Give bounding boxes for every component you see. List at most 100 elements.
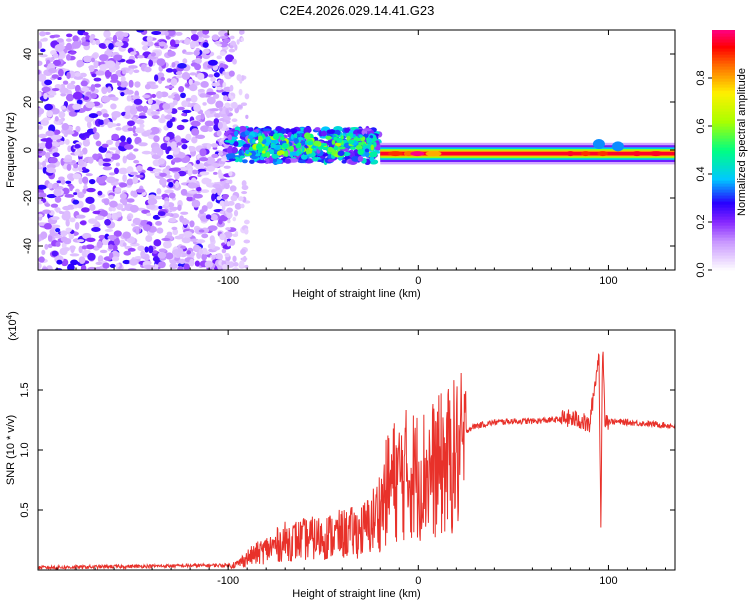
heatmap-cell — [188, 84, 198, 92]
heatmap-cell — [66, 163, 72, 171]
heatmap-cell — [180, 211, 189, 215]
heatmap-cell — [102, 113, 110, 118]
heatmap-cell — [631, 151, 643, 157]
heatmap-cell — [126, 178, 134, 186]
heatmap-cell — [202, 34, 210, 39]
heatmap-cell — [88, 65, 95, 72]
heatmap-cell — [198, 229, 205, 233]
colorbar-segment — [712, 252, 735, 256]
heatmap-cell — [126, 153, 136, 161]
heatmap-cell — [233, 141, 239, 147]
heatmap-cell — [129, 258, 138, 266]
heatmap-cell — [222, 81, 227, 88]
heatmap-cell — [129, 51, 137, 56]
heatmap-cell — [123, 144, 134, 150]
heatmap-cell — [256, 159, 267, 164]
heatmap-cell — [125, 111, 131, 116]
heatmap-cell — [231, 118, 238, 122]
heatmap-cell — [109, 200, 118, 208]
heatmap-cell — [234, 156, 240, 163]
heatmap-cell — [403, 151, 414, 157]
heatmap-cell — [223, 95, 228, 102]
heatmap-cell — [202, 102, 207, 106]
heatmap-cell — [109, 263, 116, 268]
heatmap-cell — [92, 153, 99, 160]
heatmap-cell — [142, 94, 151, 99]
heatmap-cell — [270, 143, 277, 149]
heatmap-cell — [240, 203, 245, 209]
heatmap-cell — [95, 261, 103, 266]
heatmap-cell — [294, 137, 299, 145]
heatmap-cell — [51, 88, 60, 92]
heatmap-cell — [349, 146, 356, 150]
heatmap-cell — [322, 153, 328, 157]
colorbar-segment — [712, 210, 735, 214]
heatmap-cell — [210, 76, 216, 83]
heatmap-cell — [160, 76, 165, 81]
heatmap-cell — [104, 69, 112, 78]
heatmap-cell — [206, 96, 216, 105]
colorbar-segment — [712, 111, 735, 115]
heatmap-cell — [266, 151, 271, 158]
heatmap-cell — [138, 142, 148, 147]
colorbar-segment — [712, 255, 735, 259]
heatmap-cell — [244, 264, 249, 269]
heatmap-cell — [206, 143, 212, 150]
heatmap-cell — [148, 59, 154, 67]
heatmap-cell — [56, 259, 63, 265]
heatmap-cell — [72, 35, 79, 42]
heatmap-cell — [129, 204, 139, 213]
heatmap-cell — [104, 218, 111, 226]
heatmap-cell — [216, 130, 222, 137]
heatmap-cell — [54, 43, 65, 52]
x-tick-label: -100 — [217, 275, 239, 287]
heatmap-cell — [115, 162, 120, 167]
heatmap-cell — [53, 135, 63, 140]
heatmap-cell — [181, 119, 189, 123]
heatmap-cell — [369, 151, 378, 158]
heatmap-cell — [207, 243, 216, 250]
y-tick-label: 0.5 — [19, 502, 31, 517]
heatmap-cell — [296, 151, 300, 157]
colorbar-segment — [712, 246, 735, 250]
heatmap-cell — [52, 53, 59, 59]
heatmap-cell — [261, 152, 268, 158]
heatmap-cell — [38, 69, 41, 75]
heatmap-cell — [227, 200, 235, 206]
heatmap-cell — [206, 165, 215, 172]
heatmap-cell — [241, 191, 248, 195]
heatmap-cell — [140, 250, 146, 258]
heatmap-cell — [142, 105, 149, 114]
heatmap-cell — [164, 136, 170, 141]
heatmap-cell — [57, 50, 66, 58]
heatmap-cell — [98, 234, 106, 240]
heatmap-cell — [110, 103, 117, 110]
heatmap-cell — [369, 156, 375, 162]
heatmap-cell — [43, 117, 52, 121]
heatmap-cell — [160, 142, 170, 151]
heatmap-cell — [60, 230, 68, 237]
heatmap-cell — [112, 34, 118, 43]
heatmap-cell — [425, 151, 442, 157]
heatmap-cell — [134, 174, 144, 178]
colorbar-segment — [712, 75, 735, 79]
heatmap-cell — [122, 242, 127, 247]
heatmap-cell — [44, 203, 51, 207]
heatmap-cell — [171, 61, 176, 68]
colorbar-segment — [712, 201, 735, 205]
heatmap-cell — [52, 129, 61, 135]
heatmap-cell — [224, 252, 230, 258]
heatmap-cell — [146, 212, 152, 217]
heatmap-cell — [164, 212, 172, 216]
heatmap-cell — [75, 188, 80, 193]
heatmap-cell — [301, 145, 305, 153]
heatmap-cell — [38, 213, 43, 218]
heatmap-cell — [219, 106, 223, 112]
colorbar-segment — [712, 258, 735, 262]
heatmap-cell — [152, 168, 162, 172]
colorbar-segment — [712, 180, 735, 184]
heatmap-cell — [114, 41, 124, 47]
colorbar-segment — [712, 261, 735, 265]
heatmap-cell — [73, 192, 78, 196]
colorbar-label: Normalized spectral amplitude — [736, 68, 748, 216]
